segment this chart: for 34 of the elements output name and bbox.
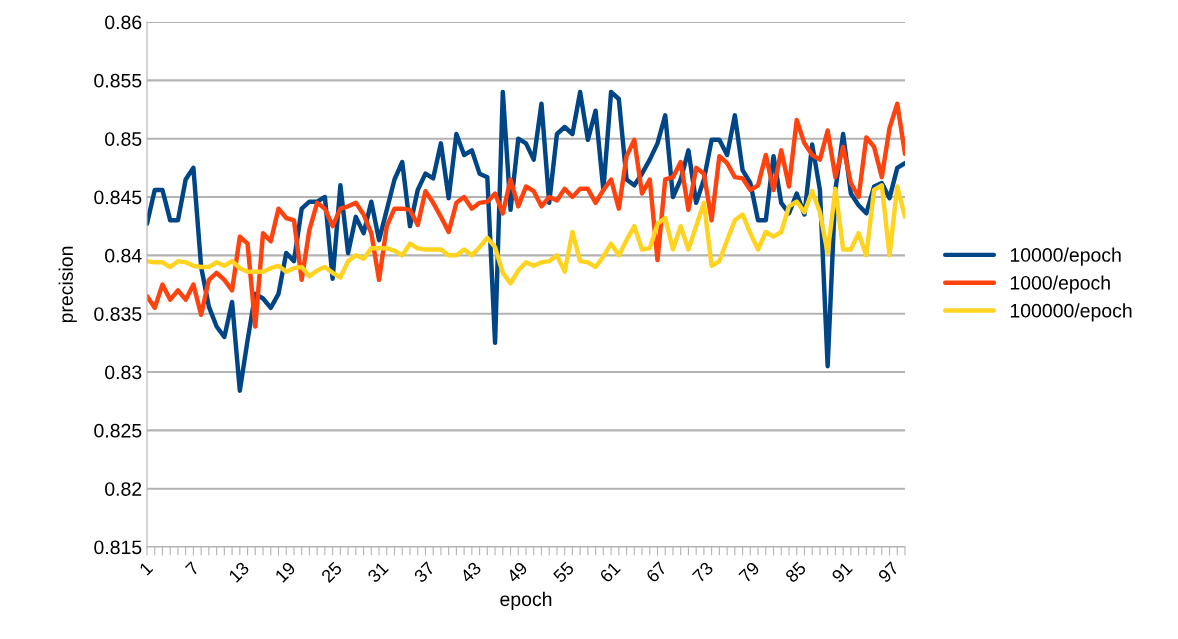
y-tick-label: 0.845 xyxy=(94,190,142,205)
x-tick-label: 1 xyxy=(138,561,154,576)
x-tick-label: 49 xyxy=(505,561,529,584)
legend-label: 1000/epoch xyxy=(1010,275,1110,294)
x-tick-label: 55 xyxy=(552,561,575,584)
y-tick-label: 0.82 xyxy=(105,482,142,496)
x-tick-label: 7 xyxy=(185,561,200,576)
legend-label: 100000/epoch xyxy=(1010,303,1132,322)
y-tick-label: 0.815 xyxy=(94,540,142,555)
y-tick-label: 0.86 xyxy=(105,15,142,30)
y-tick-label: 0.855 xyxy=(94,73,142,88)
y-tick-label: 0.84 xyxy=(105,248,142,263)
x-tick-label: 37 xyxy=(413,561,436,584)
x-tick-label: 31 xyxy=(366,561,389,584)
x-tick-label: 97 xyxy=(877,561,900,584)
y-tick-label: 0.83 xyxy=(105,365,142,380)
x-tick-label: 67 xyxy=(645,561,668,584)
x-axis-title: epoch xyxy=(500,591,552,610)
x-tick-label: 13 xyxy=(228,561,250,583)
line-series xyxy=(147,183,905,286)
x-tick-label: 25 xyxy=(320,561,343,584)
y-tick-label: 0.825 xyxy=(94,423,142,438)
x-tick-label: 19 xyxy=(274,561,297,583)
legend-label: 10000/epoch xyxy=(1010,247,1121,266)
x-tick-label: 73 xyxy=(691,561,714,584)
y-axis-title: precision xyxy=(58,246,77,323)
x-tick-label: 85 xyxy=(784,561,807,584)
x-tick-label: 79 xyxy=(738,561,761,584)
y-tick-label: 0.85 xyxy=(105,132,142,146)
line-series xyxy=(147,101,905,329)
y-tick-label: 0.835 xyxy=(94,307,142,321)
x-tick-label: 61 xyxy=(599,561,621,584)
x-tick-label: 43 xyxy=(459,561,482,584)
x-tick-label: 91 xyxy=(831,561,854,584)
